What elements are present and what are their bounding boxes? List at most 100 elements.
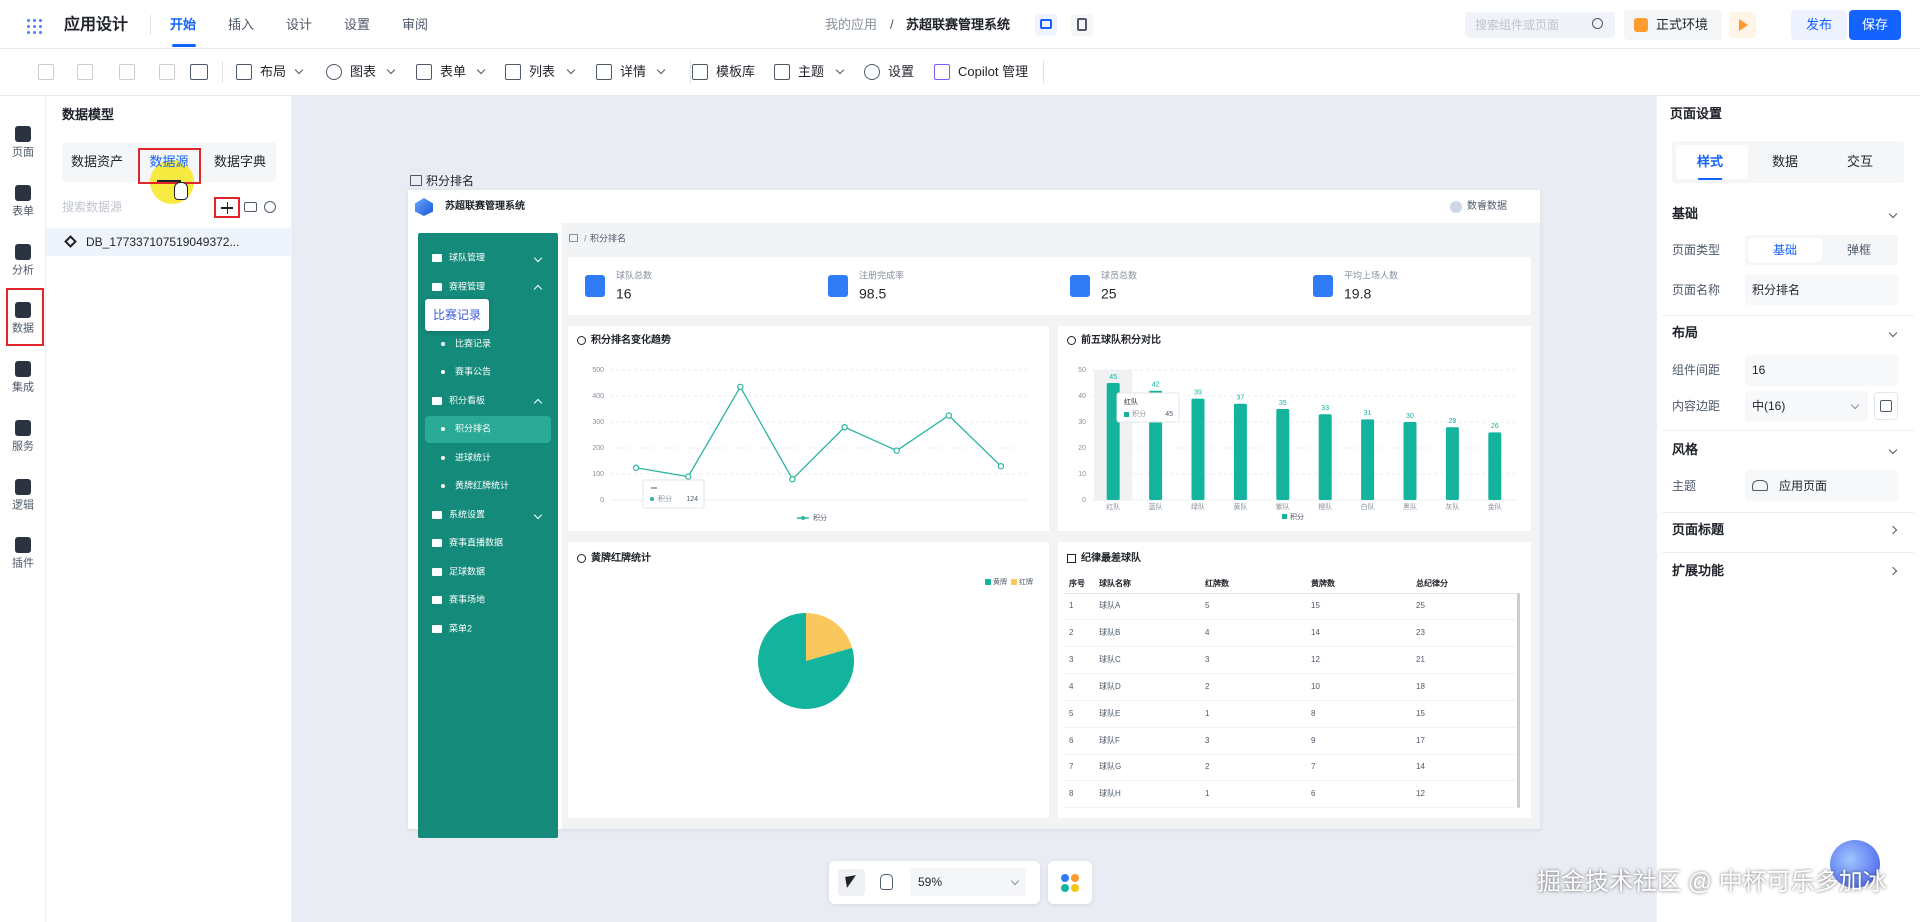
- section-title[interactable]: 页面标题: [1672, 522, 1725, 538]
- rail-item[interactable]: 集成: [12, 381, 34, 394]
- publish-label[interactable]: 发布: [1805, 17, 1833, 33]
- table-title: 纪律最差球队: [1081, 553, 1141, 564]
- add-icon[interactable]: [226, 201, 228, 214]
- pointer-icon: [845, 875, 858, 888]
- menu-tab[interactable]: 审阅: [402, 17, 429, 33]
- input-value: 积分排名: [1752, 282, 1801, 297]
- menu-group[interactable]: 赛事场地: [449, 594, 486, 605]
- panel-tab[interactable]: 数据资产: [70, 154, 124, 170]
- select[interactable]: [1745, 391, 1868, 422]
- input[interactable]: [1745, 355, 1898, 386]
- section-title[interactable]: 扩展功能: [1672, 563, 1725, 579]
- menu-item[interactable]: 进球统计: [455, 452, 492, 463]
- rail-item[interactable]: 服务: [12, 440, 34, 453]
- toolbar-icon[interactable]: [596, 64, 612, 80]
- list-item-label[interactable]: DB_177337107519049372...: [86, 234, 240, 249]
- panel-tab[interactable]: 数据字典: [213, 154, 267, 170]
- menu-tab[interactable]: 设计: [286, 17, 313, 33]
- toolbar-item[interactable]: 详情: [620, 64, 647, 80]
- device-button[interactable]: [1071, 14, 1093, 36]
- hand-tool[interactable]: [880, 874, 893, 890]
- toolbar-icon[interactable]: [505, 64, 521, 80]
- panel-tab[interactable]: 样式: [1696, 154, 1724, 170]
- list-item[interactable]: [46, 228, 292, 256]
- menu-item[interactable]: 比赛记录: [455, 338, 492, 349]
- toolbar-item[interactable]: 表单: [440, 64, 467, 80]
- rail-item[interactable]: 数据: [12, 322, 34, 335]
- rail-item[interactable]: 分析: [12, 264, 34, 277]
- toolbar-icon[interactable]: [77, 64, 93, 80]
- toolbar-icon[interactable]: [119, 64, 135, 80]
- menu-group[interactable]: 足球数据: [449, 566, 486, 577]
- icon: [15, 244, 31, 260]
- theme-select[interactable]: [1745, 470, 1898, 501]
- toolbar-icon[interactable]: [38, 64, 54, 80]
- toolbar-icon[interactable]: [326, 64, 342, 80]
- section-title[interactable]: 布局: [1672, 325, 1699, 341]
- toolbar-icon[interactable]: [236, 64, 252, 80]
- segment-option[interactable]: 基础: [1772, 242, 1798, 257]
- publish-button[interactable]: [1791, 10, 1847, 40]
- icon: [1880, 400, 1892, 412]
- toolbar-icon[interactable]: [864, 64, 880, 80]
- toolbar-icon[interactable]: [774, 64, 790, 80]
- toolbar-icon[interactable]: [692, 64, 708, 80]
- panel-tab[interactable]: 数据源: [149, 154, 189, 170]
- menu-group[interactable]: 积分看板: [449, 395, 486, 406]
- tooltip: [425, 299, 489, 331]
- icon-button[interactable]: [1874, 392, 1898, 420]
- icon: [1313, 275, 1333, 297]
- grid-dot: [27, 19, 30, 22]
- table-cell: 3: [1205, 655, 1210, 664]
- components-button[interactable]: [1048, 861, 1092, 904]
- menu-item[interactable]: 黄牌红牌统计: [455, 480, 510, 491]
- search-box[interactable]: [1465, 12, 1615, 38]
- menu-icon: [432, 254, 442, 262]
- menu-tab[interactable]: 设置: [344, 17, 371, 33]
- assistant-button[interactable]: [1830, 840, 1880, 888]
- section-title[interactable]: 风格: [1672, 442, 1699, 458]
- toolbar-item[interactable]: 设置: [888, 64, 915, 80]
- menu-group[interactable]: 赛事直播数据: [449, 537, 504, 548]
- menu-group[interactable]: 菜单2: [449, 623, 473, 634]
- section-title[interactable]: 基础: [1672, 206, 1699, 222]
- toolbar-icon[interactable]: [190, 64, 208, 80]
- icon: [1070, 275, 1090, 297]
- refresh-icon[interactable]: [264, 201, 276, 213]
- menu-group[interactable]: 系统设置: [449, 509, 486, 520]
- selection-highlight: [6, 288, 44, 346]
- segment-option[interactable]: 弹框: [1846, 242, 1872, 257]
- toolbar-item[interactable]: 模板库: [716, 64, 756, 80]
- toolbar-item[interactable]: 主题: [798, 64, 825, 80]
- toolbar-item[interactable]: 布局: [260, 64, 287, 80]
- panel-tab[interactable]: 数据: [1771, 154, 1799, 170]
- toolbar-icon[interactable]: [416, 64, 432, 80]
- chart-title: 前五球队积分对比: [1081, 335, 1161, 346]
- input[interactable]: [1745, 274, 1898, 305]
- folder-icon[interactable]: [244, 202, 257, 212]
- zoom-value[interactable]: 59%: [918, 874, 943, 889]
- select-tool[interactable]: [838, 869, 865, 896]
- toolbar-icon[interactable]: [159, 64, 175, 80]
- toolbar-item[interactable]: 图表: [350, 64, 377, 80]
- toolbar-icon[interactable]: [934, 64, 950, 80]
- stat-label: 球队总数: [616, 270, 653, 281]
- page-label: 积分排名: [426, 173, 475, 188]
- toolbar-item[interactable]: Copilot 管理: [958, 64, 1029, 80]
- menu-bullet: [441, 427, 445, 431]
- panel-tab[interactable]: 交互: [1846, 154, 1874, 170]
- menu-group[interactable]: 赛程管理: [449, 281, 486, 292]
- menu-tab[interactable]: 插入: [228, 17, 255, 33]
- menu-tab[interactable]: 开始: [170, 17, 197, 33]
- menu-item[interactable]: 赛事公告: [455, 366, 492, 377]
- save-label[interactable]: 保存: [1861, 17, 1889, 33]
- rail-item[interactable]: 插件: [12, 557, 34, 570]
- rail-item[interactable]: 逻辑: [12, 499, 34, 512]
- menu-item[interactable]: 积分排名: [455, 423, 492, 434]
- toolbar-item[interactable]: 列表: [529, 64, 556, 80]
- rail-item[interactable]: 页面: [12, 146, 34, 159]
- save-button[interactable]: [1849, 10, 1901, 40]
- menu-group[interactable]: 球队管理: [449, 252, 486, 263]
- rail-item[interactable]: 表单: [12, 205, 34, 218]
- zoom-select[interactable]: [910, 868, 1026, 896]
